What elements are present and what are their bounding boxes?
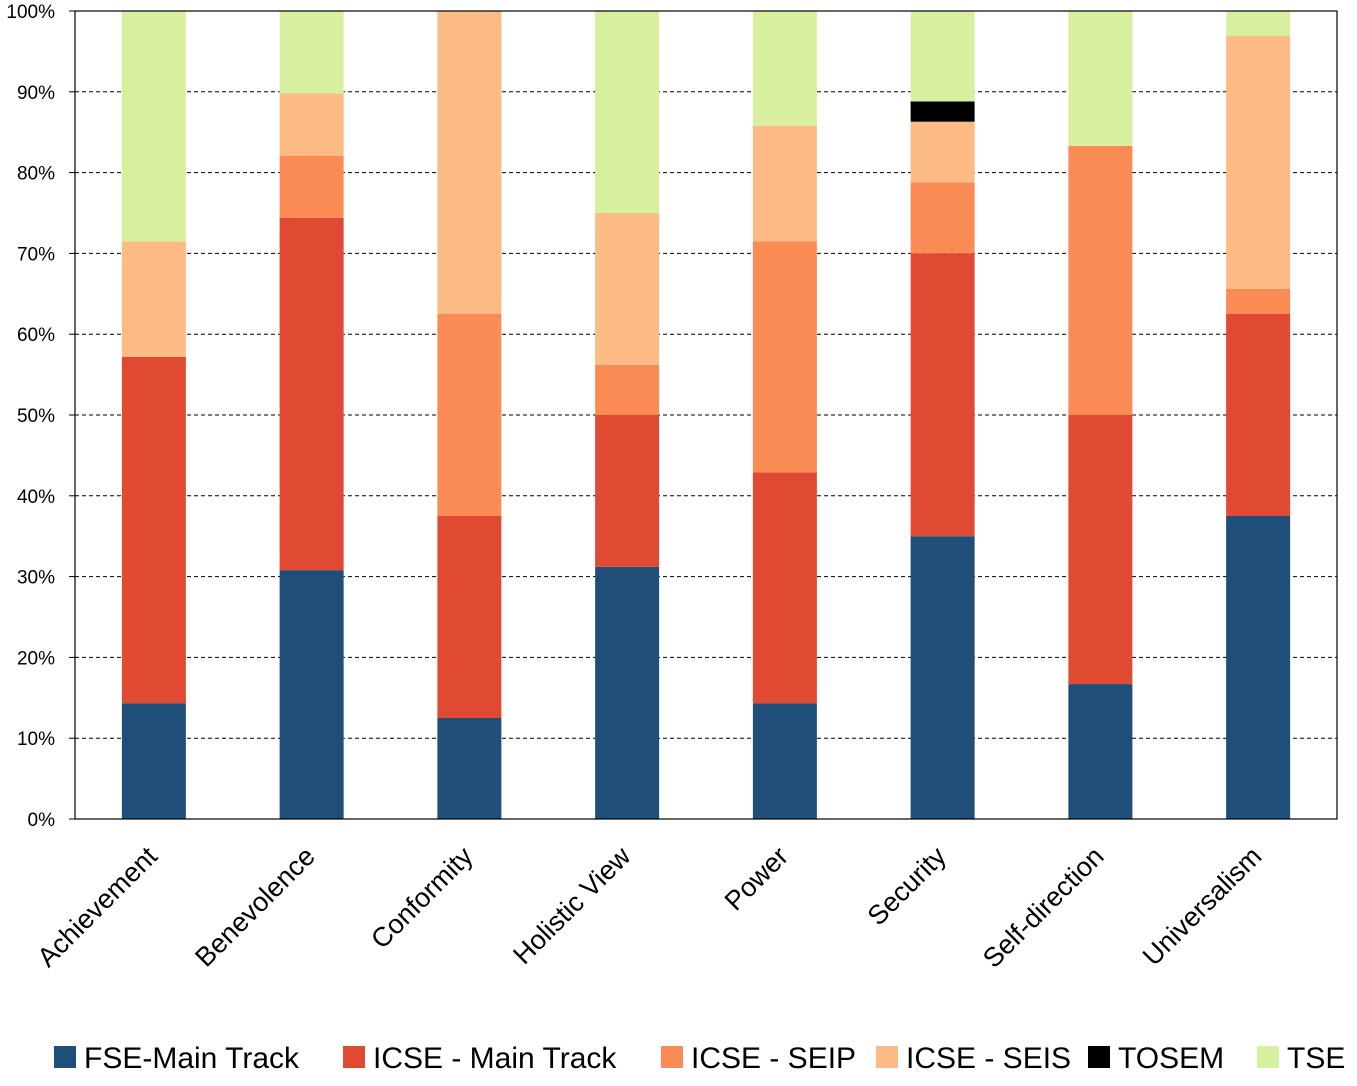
bar-segment-security-icse-seip [910, 182, 975, 254]
x-tick-label-benevolence: Benevolence [189, 841, 321, 973]
bar-segment-conformity-icse-seis [437, 11, 502, 314]
plot-area-border [74, 10, 1338, 820]
x-axis-tick-labels: Achievement Benevolence Conformity Holistic… [32, 841, 1268, 974]
bar-segment-self-direction-icse-seip [1068, 145, 1133, 415]
bar-segment-universalism-icse-main-track [1226, 314, 1291, 516]
x-tick-label-universalism: Universalism [1137, 841, 1267, 971]
bar-segment-power-tse [752, 11, 817, 126]
bar-segment-holistic-view-icse-seis [595, 213, 660, 365]
x-tick-label-conformity: Conformity [365, 841, 479, 955]
bar-segment-universalism-icse-seis [1226, 36, 1291, 289]
y-tick-label: 90% [17, 83, 55, 104]
bar-segment-self-direction-fse-main-track [1068, 684, 1133, 819]
grid-lines [75, 91, 1337, 739]
y-tick-label: 20% [17, 648, 55, 669]
y-tick-label: 100% [6, 2, 55, 23]
legend-swatch-fse-main-track [54, 1046, 76, 1068]
y-tick-label: 30% [17, 568, 55, 589]
bar-segment-benevolence-fse-main-track [279, 570, 344, 819]
bar-segment-power-fse-main-track [752, 703, 817, 819]
bar-segment-achievement-tse [121, 11, 186, 242]
legend-label-tosem: TOSEM [1118, 1042, 1224, 1075]
bar-segment-achievement-icse-seis [121, 241, 186, 357]
bar-segment-holistic-view-icse-seip [595, 364, 660, 415]
bar-segment-benevolence-tse [279, 11, 344, 94]
bar-segment-conformity-icse-seip [437, 314, 502, 516]
bar-segment-security-tosem [910, 101, 975, 122]
legend-swatch-tosem [1088, 1046, 1110, 1068]
x-tick-label-power: Power [719, 841, 794, 916]
bar-segment-security-tse [910, 11, 975, 102]
legend-swatch-tse [1257, 1046, 1279, 1068]
bar-segment-universalism-icse-seip [1226, 288, 1291, 314]
bar-segment-power-icse-main-track [752, 472, 817, 704]
y-tick-label: 80% [17, 164, 55, 185]
y-tick-label: 10% [17, 729, 55, 750]
x-tick-label-security: Security [862, 841, 953, 932]
bar-segment-achievement-icse-main-track [121, 356, 186, 704]
x-tick-label-holistic-view: Holistic View [507, 841, 636, 970]
bars [121, 11, 1291, 819]
bar-segment-security-icse-main-track [910, 253, 975, 537]
bar-segment-holistic-view-fse-main-track [595, 566, 660, 819]
bar-segment-benevolence-icse-main-track [279, 217, 344, 571]
legend-label-icse-main-track: ICSE - Main Track [373, 1042, 617, 1075]
y-tick-label: 50% [17, 406, 55, 427]
legend-swatch-icse-seis [876, 1046, 898, 1068]
bar-segment-conformity-icse-main-track [437, 516, 502, 718]
bar-segment-conformity-fse-main-track [437, 718, 502, 819]
x-tick-label-self-direction: Self-direction [977, 841, 1110, 974]
legend-label-tse: TSE [1287, 1042, 1345, 1075]
bar-segment-achievement-fse-main-track [121, 703, 186, 819]
y-tick-label: 60% [17, 325, 55, 346]
axes [69, 10, 1338, 820]
y-tick-label: 40% [17, 487, 55, 508]
bar-segment-self-direction-tse [1068, 11, 1133, 146]
bar-segment-power-icse-seip [752, 241, 817, 473]
bar-segment-self-direction-icse-main-track [1068, 415, 1133, 685]
bar-segment-security-fse-main-track [910, 536, 975, 819]
bar-segment-benevolence-icse-seis [279, 93, 344, 156]
x-tick-label-achievement: Achievement [32, 841, 164, 973]
bar-segment-security-icse-seis [910, 121, 975, 183]
bar-segment-benevolence-icse-seip [279, 155, 344, 218]
y-axis-tick-labels: 0% 10% 20% 30% 40% 50% 60% 70% 80% 90% 100% [6, 2, 55, 831]
bar-segment-universalism-fse-main-track [1226, 516, 1291, 819]
legend-swatch-icse-main-track [343, 1046, 365, 1068]
y-tick-label: 70% [17, 244, 55, 265]
legend-label-icse-seis: ICSE - SEIS [906, 1042, 1071, 1075]
legend-label-icse-seip: ICSE - SEIP [691, 1042, 856, 1075]
legend-swatch-icse-seip [661, 1046, 683, 1068]
bar-segment-power-icse-seis [752, 125, 817, 242]
legend: FSE-Main Track ICSE - Main Track ICSE - SE… [54, 1042, 1345, 1075]
bar-segment-holistic-view-tse [595, 11, 660, 213]
legend-label-fse-main-track: FSE-Main Track [84, 1042, 300, 1075]
bar-segment-universalism-tse [1226, 11, 1291, 37]
y-tick-label: 0% [28, 810, 56, 831]
bar-segment-holistic-view-icse-main-track [595, 415, 660, 567]
